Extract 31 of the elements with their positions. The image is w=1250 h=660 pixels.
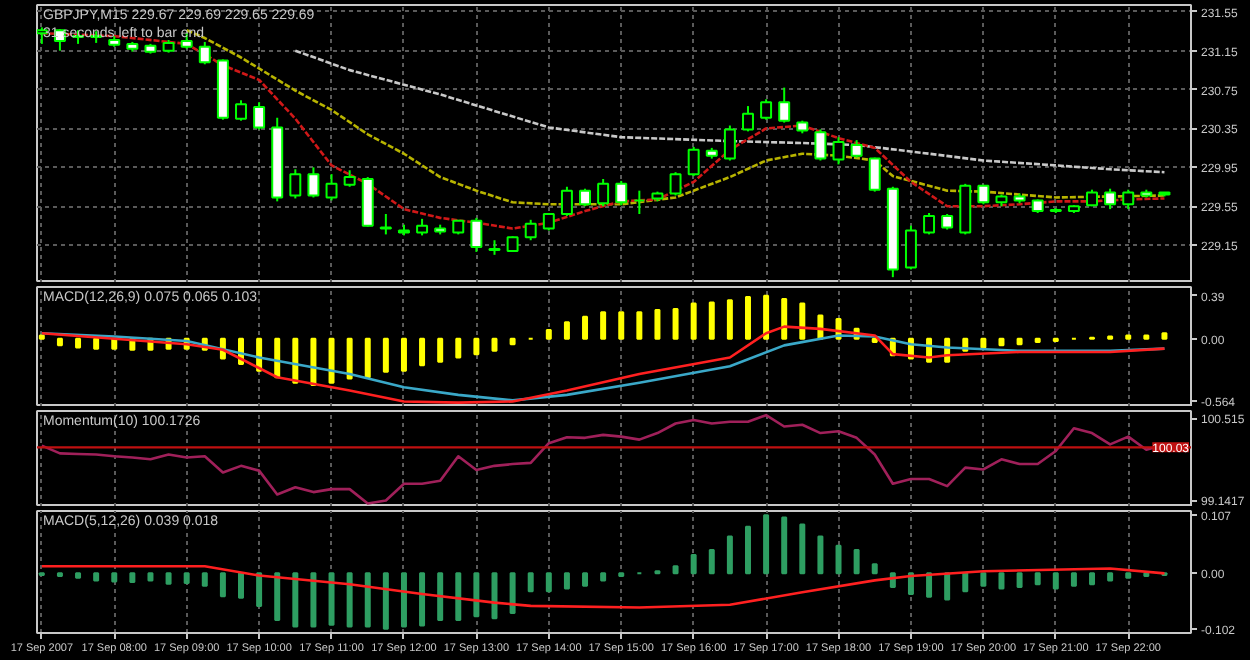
candlestick xyxy=(723,124,736,162)
candlestick xyxy=(832,136,845,166)
candlestick xyxy=(1122,188,1135,211)
candlestick xyxy=(760,98,773,121)
line-series xyxy=(185,28,1166,206)
candlestick xyxy=(923,212,936,236)
candlestick xyxy=(289,168,302,200)
candlestick xyxy=(325,173,338,202)
candlestick xyxy=(742,105,754,133)
candlestick xyxy=(669,171,682,197)
candlestick xyxy=(235,99,247,122)
line-series xyxy=(294,49,1166,174)
candlestick xyxy=(361,176,374,228)
candlestick xyxy=(524,218,537,242)
candlestick xyxy=(198,40,211,66)
candlestick xyxy=(1104,187,1117,211)
candlestick xyxy=(868,156,881,193)
candlestick xyxy=(560,185,573,217)
candlestick xyxy=(959,182,972,236)
candlestick xyxy=(597,177,610,208)
candlestick xyxy=(687,145,700,178)
candlestick xyxy=(778,86,791,124)
line-series xyxy=(40,565,1166,609)
candlestick xyxy=(615,179,628,207)
candlestick xyxy=(633,189,646,215)
candlestick xyxy=(379,212,392,236)
candlestick xyxy=(307,166,320,199)
candlestick xyxy=(470,216,483,253)
candlestick xyxy=(253,101,266,131)
candlestick xyxy=(814,128,827,162)
candlestick xyxy=(904,224,917,271)
